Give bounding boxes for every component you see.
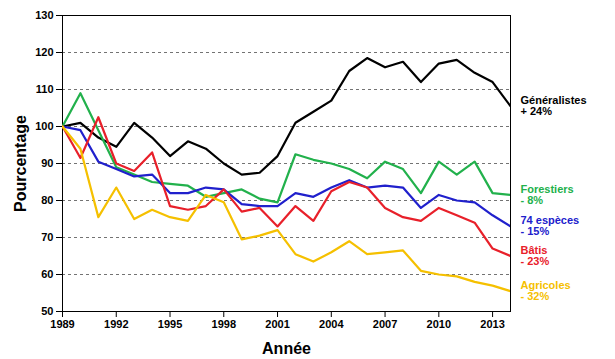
svg-text:Agricoles- 32%: Agricoles- 32% [521,279,571,302]
svg-text:50: 50 [41,305,53,317]
svg-text:1992: 1992 [104,318,128,330]
svg-text:110: 110 [36,83,54,95]
svg-text:1998: 1998 [212,318,236,330]
svg-text:120: 120 [35,46,53,58]
svg-text:70: 70 [41,231,53,243]
svg-text:130: 130 [35,9,53,21]
svg-text:Année: Année [262,340,311,357]
svg-text:60: 60 [41,268,53,280]
svg-text:100: 100 [35,120,53,132]
svg-text:Forestiers- 8%: Forestiers- 8% [521,183,574,206]
svg-text:1995: 1995 [158,318,182,330]
svg-text:Généralistes+ 24%: Généralistes+ 24% [521,94,587,117]
svg-text:2013: 2013 [480,318,504,330]
svg-text:74 espèces- 15%: 74 espèces- 15% [521,214,580,237]
svg-text:2007: 2007 [373,318,397,330]
svg-text:1989: 1989 [50,318,74,330]
svg-text:2001: 2001 [265,318,289,330]
svg-text:Bâtis- 23%: Bâtis- 23% [521,244,550,267]
svg-text:2004: 2004 [319,318,344,330]
svg-text:80: 80 [41,194,53,206]
svg-text:Pourcentage: Pourcentage [12,115,29,212]
svg-text:2010: 2010 [427,318,451,330]
svg-text:90: 90 [41,157,53,169]
